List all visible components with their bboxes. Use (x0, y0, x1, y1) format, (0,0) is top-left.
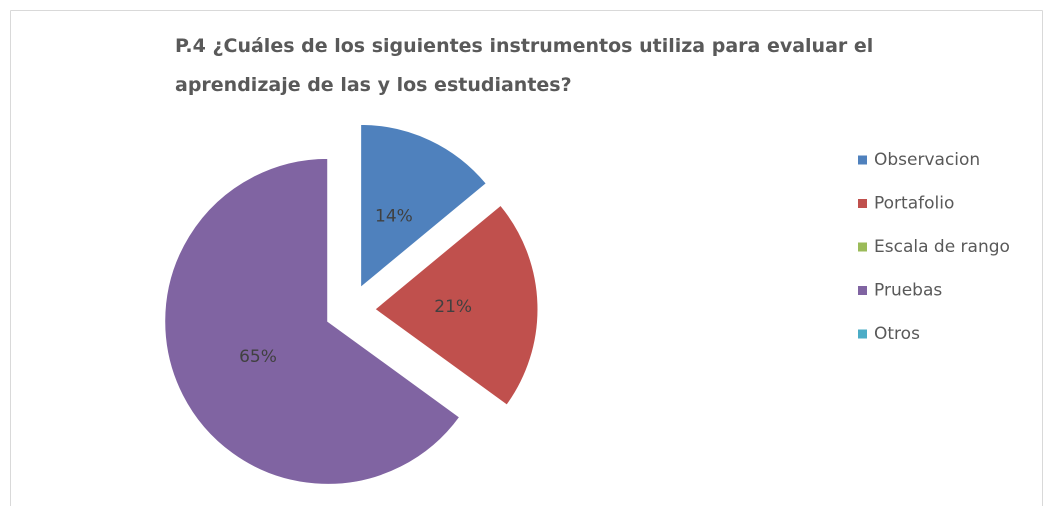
legend-swatch (858, 155, 867, 165)
legend-label: Escala de rango (874, 237, 1010, 257)
legend-label: Pruebas (874, 281, 942, 301)
legend-label: Otros (874, 324, 920, 344)
chart-title: P.4 ¿Cuáles de los siguientes instrument… (175, 35, 873, 96)
legend-label: Observacion (874, 150, 980, 170)
pie-slice (374, 204, 539, 406)
legend-swatch (858, 286, 867, 295)
data-label: 21% (434, 297, 472, 317)
legend-label: Portafolio (874, 194, 954, 214)
data-label: 14% (375, 207, 413, 227)
pie-slice (360, 123, 487, 289)
legend-swatch (858, 199, 867, 208)
data-label: 65% (239, 347, 277, 367)
legend-swatch (858, 242, 867, 252)
legend-swatch (858, 329, 867, 339)
pie-slice (164, 157, 461, 485)
